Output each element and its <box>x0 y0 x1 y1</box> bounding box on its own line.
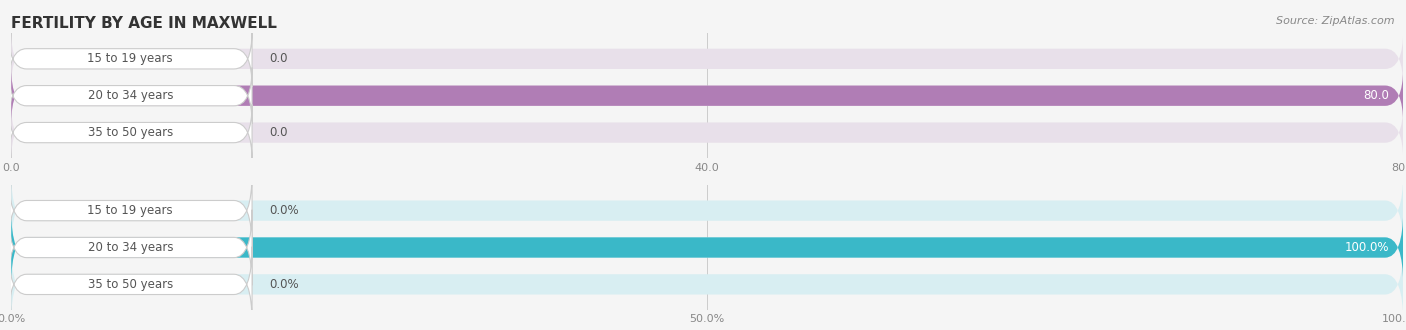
Text: 15 to 19 years: 15 to 19 years <box>87 204 173 217</box>
Text: 20 to 34 years: 20 to 34 years <box>87 241 173 254</box>
Text: 35 to 50 years: 35 to 50 years <box>87 126 173 139</box>
FancyBboxPatch shape <box>8 31 252 87</box>
Text: 35 to 50 years: 35 to 50 years <box>87 278 173 291</box>
Text: 0.0: 0.0 <box>269 126 287 139</box>
Text: 0.0%: 0.0% <box>269 278 298 291</box>
Text: 0.0%: 0.0% <box>269 204 298 217</box>
FancyBboxPatch shape <box>11 210 1403 285</box>
FancyBboxPatch shape <box>11 247 1403 322</box>
FancyBboxPatch shape <box>11 31 1403 87</box>
Text: 80.0: 80.0 <box>1364 89 1389 102</box>
FancyBboxPatch shape <box>8 247 252 322</box>
FancyBboxPatch shape <box>11 210 1403 285</box>
FancyBboxPatch shape <box>11 173 1403 248</box>
FancyBboxPatch shape <box>8 104 252 161</box>
Text: FERTILITY BY AGE IN MAXWELL: FERTILITY BY AGE IN MAXWELL <box>11 16 277 31</box>
Text: 20 to 34 years: 20 to 34 years <box>87 89 173 102</box>
FancyBboxPatch shape <box>8 210 252 285</box>
FancyBboxPatch shape <box>11 104 1403 161</box>
Text: Source: ZipAtlas.com: Source: ZipAtlas.com <box>1277 16 1395 26</box>
FancyBboxPatch shape <box>11 68 1403 124</box>
FancyBboxPatch shape <box>11 68 1403 124</box>
FancyBboxPatch shape <box>8 173 252 248</box>
Text: 100.0%: 100.0% <box>1344 241 1389 254</box>
FancyBboxPatch shape <box>8 68 252 124</box>
Text: 15 to 19 years: 15 to 19 years <box>87 52 173 65</box>
Text: 0.0: 0.0 <box>269 52 287 65</box>
